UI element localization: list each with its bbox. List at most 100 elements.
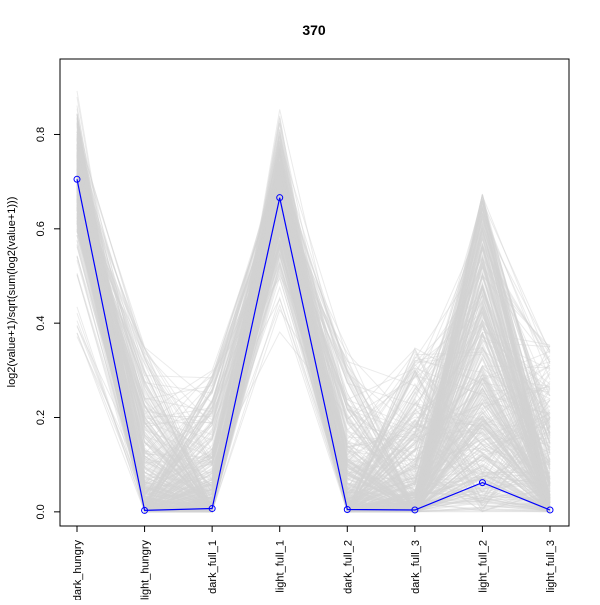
background-series-line (76, 155, 551, 513)
background-series-line (76, 144, 551, 512)
background-series-line (76, 205, 551, 512)
x-tick-label: light_full_1 (275, 540, 287, 593)
background-series-line (76, 144, 551, 514)
background-series-line (76, 162, 551, 512)
background-series-line (76, 161, 551, 513)
background-series-line (76, 179, 551, 513)
background-series-line (76, 205, 551, 513)
y-tick-label: 0.8 (35, 127, 47, 142)
background-series-line (76, 168, 551, 498)
background-series-line (76, 252, 551, 513)
background-series-line (76, 189, 551, 512)
background-series-line (76, 164, 551, 513)
background-series-line (76, 124, 551, 513)
background-series-line (76, 156, 551, 513)
background-series-line (76, 172, 551, 514)
background-series-line (76, 178, 551, 514)
background-series-line (76, 164, 551, 513)
background-series-line (76, 123, 551, 512)
background-series-line (76, 155, 551, 475)
highlight-series-group (73, 175, 554, 514)
background-series-line (76, 148, 551, 513)
background-series-line (76, 183, 551, 512)
background-series-line (76, 143, 551, 513)
background-series-line (76, 177, 551, 513)
background-series-line (76, 190, 551, 514)
background-series-line (76, 131, 551, 502)
background-series-line (76, 165, 551, 513)
y-tick-label: 0.0 (35, 504, 47, 519)
background-series-line (76, 190, 551, 512)
background-series-line (76, 195, 551, 513)
background-series-line (76, 170, 551, 513)
y-axis-label: log2(value+1)/sqrt(sum(log2(value+1))) (6, 197, 18, 388)
x-tick-label: light_hungry (140, 540, 152, 600)
highlight-series-line (76, 179, 551, 512)
background-series-line (76, 160, 551, 508)
background-series-line (76, 196, 551, 513)
background-series-line (76, 206, 551, 510)
background-series-line (76, 213, 551, 514)
background-series-line (76, 145, 551, 513)
background-series-line (76, 116, 551, 504)
background-series-line (76, 120, 551, 513)
background-series-line (76, 160, 551, 513)
background-series-line (76, 162, 551, 513)
background-series-line (76, 217, 551, 512)
background-series-line (76, 161, 551, 513)
background-series-line (76, 172, 551, 513)
background-series-line (76, 204, 551, 513)
background-series-line (76, 168, 551, 513)
background-series-line (76, 140, 551, 513)
background-series-line (76, 141, 551, 512)
background-series-line (76, 171, 551, 511)
background-series-line (76, 179, 551, 513)
background-series-line (76, 174, 551, 513)
background-series-line (76, 136, 551, 513)
background-series-line (76, 193, 551, 513)
background-series-line (76, 136, 551, 513)
background-series-line (76, 210, 551, 513)
background-series-line (76, 168, 551, 514)
chart-title: 370 (302, 22, 326, 38)
background-series-line (76, 172, 551, 505)
background-series-line (76, 149, 551, 513)
background-series-line (76, 181, 551, 512)
background-series-line (76, 129, 551, 513)
background-series-line (76, 174, 551, 510)
background-series-line (76, 156, 551, 513)
x-tick-label: dark_hungry (72, 540, 84, 600)
background-series-line (76, 193, 551, 513)
background-series-line (76, 170, 551, 513)
background-series-line (76, 151, 551, 513)
background-series-line (76, 186, 551, 514)
background-series-line (76, 159, 551, 513)
background-series-line (76, 200, 551, 513)
background-series-line (76, 189, 551, 511)
background-series-line (76, 158, 551, 513)
background-series-line (76, 187, 551, 513)
background-series-line (76, 189, 551, 513)
background-series-line (76, 198, 551, 512)
background-series-line (76, 173, 551, 513)
background-series-line (76, 194, 551, 513)
background-series-line (76, 202, 551, 475)
background-series-line (76, 208, 551, 513)
background-series-line (76, 178, 551, 513)
background-series-line (76, 191, 551, 513)
background-series-line (76, 197, 551, 512)
background-series-line (76, 239, 551, 513)
background-series-line (76, 126, 551, 513)
background-series-line (76, 169, 551, 513)
background-series-line (76, 229, 551, 513)
background-series-line (76, 131, 551, 513)
highlight-point (208, 505, 216, 513)
background-series-line (76, 201, 551, 511)
background-series-line (76, 143, 551, 513)
background-series-line (76, 135, 551, 513)
background-series-line (76, 195, 551, 513)
background-series-line (76, 192, 551, 514)
background-series-line (76, 185, 551, 513)
background-series-line (76, 157, 551, 513)
background-series-line (76, 159, 551, 514)
